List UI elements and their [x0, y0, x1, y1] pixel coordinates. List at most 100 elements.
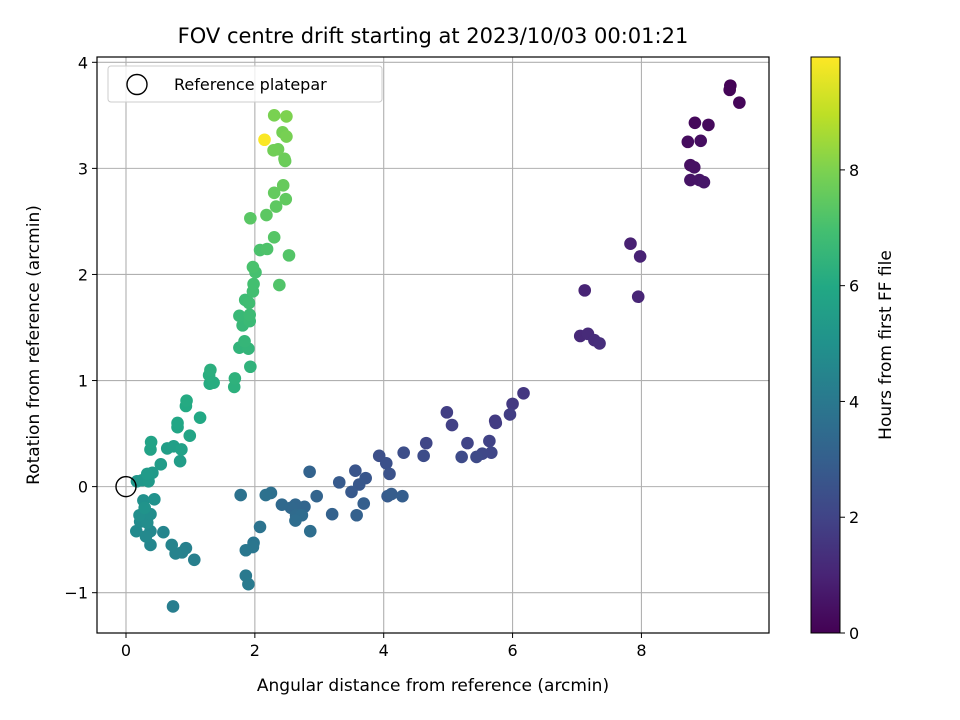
data-point	[440, 406, 454, 419]
colorbar-tick-label: 8	[849, 161, 859, 180]
data-point	[244, 211, 257, 225]
colorbar-tick-label: 2	[849, 508, 859, 527]
data-point	[259, 488, 273, 502]
data-point	[396, 489, 409, 503]
data-point	[246, 260, 260, 274]
data-point	[239, 543, 253, 557]
colorbar-label: Hours from first FF file	[876, 250, 896, 440]
colorbar-tick-label: 0	[849, 624, 859, 643]
data-point	[253, 520, 267, 534]
data-point	[593, 337, 606, 350]
y-tick-label: 1	[78, 372, 88, 391]
data-point	[139, 530, 153, 543]
data-point	[273, 278, 286, 292]
data-point	[503, 408, 517, 421]
data-point	[303, 465, 316, 479]
colorbar-tick-label: 4	[849, 392, 859, 411]
x-axis-label: Angular distance from reference (arcmin)	[257, 676, 609, 696]
x-tick-label: 0	[121, 641, 131, 660]
data-point	[289, 514, 302, 527]
data-point	[445, 418, 459, 432]
data-point	[280, 130, 293, 143]
data-point	[694, 134, 708, 148]
data-point	[180, 394, 193, 407]
y-tick-label: −1	[64, 584, 88, 603]
data-point	[461, 436, 474, 450]
data-point	[684, 173, 697, 187]
data-point	[357, 497, 371, 510]
data-point	[282, 249, 296, 262]
data-point	[419, 436, 433, 450]
data-point	[144, 435, 158, 449]
data-point	[723, 83, 736, 97]
data-point	[489, 416, 503, 430]
data-point	[631, 290, 645, 304]
data-point	[280, 110, 293, 123]
data-point	[157, 525, 170, 539]
data-point	[506, 397, 519, 411]
data-point	[702, 118, 715, 132]
data-point	[275, 498, 289, 511]
data-point	[165, 538, 179, 552]
legend: Reference platepar	[107, 65, 383, 103]
legend-label: Reference platepar	[174, 75, 327, 94]
data-point	[350, 508, 363, 522]
data-point	[258, 133, 271, 147]
data-point	[228, 372, 242, 385]
data-point	[204, 363, 217, 377]
colorbar-tick-label: 6	[849, 277, 859, 296]
data-point	[238, 334, 251, 348]
data-point	[193, 411, 207, 424]
data-points	[130, 79, 746, 613]
x-tick-label: 8	[636, 641, 646, 660]
data-point	[517, 386, 530, 400]
data-point	[325, 507, 339, 521]
legend-box	[107, 65, 383, 103]
data-point	[397, 446, 410, 459]
data-point	[455, 450, 468, 464]
data-point	[276, 179, 290, 192]
data-point	[243, 308, 256, 322]
y-tick-label: 4	[78, 53, 88, 72]
data-point	[688, 116, 702, 130]
data-point	[260, 208, 273, 222]
data-point	[633, 250, 647, 263]
data-point	[138, 501, 151, 515]
data-point	[417, 449, 430, 463]
data-point	[183, 429, 197, 442]
data-point	[267, 186, 281, 200]
data-point	[349, 464, 362, 478]
reference-point	[115, 475, 137, 498]
data-point	[173, 454, 187, 468]
data-point	[242, 577, 255, 591]
colorbar	[810, 56, 841, 634]
x-tick-label: 4	[379, 641, 389, 660]
data-point	[681, 135, 695, 149]
y-ticks: −1 0 1 2 3 4	[64, 53, 97, 603]
data-point	[166, 600, 180, 613]
data-point	[578, 284, 592, 297]
colorbar-ticks: 0 2 4 6 8	[840, 161, 859, 643]
x-ticks: 0 2 4 6 8	[121, 633, 647, 660]
data-point	[303, 524, 317, 538]
y-tick-label: 3	[78, 159, 88, 178]
data-point	[483, 434, 496, 448]
data-point	[130, 524, 143, 538]
data-point	[310, 489, 324, 503]
data-point	[379, 456, 393, 470]
x-tick-label: 2	[250, 641, 260, 660]
legend-marker-open-circle	[126, 73, 148, 96]
y-tick-label: 2	[78, 265, 88, 284]
data-point	[697, 175, 711, 189]
data-point	[233, 309, 246, 323]
data-point	[267, 109, 281, 122]
data-point	[733, 96, 746, 109]
data-point	[187, 553, 201, 567]
reference-platepar-marker	[115, 475, 137, 498]
data-point	[624, 237, 637, 250]
data-point	[148, 493, 161, 506]
data-point	[687, 161, 701, 174]
data-point	[267, 231, 281, 244]
data-point	[140, 467, 154, 481]
